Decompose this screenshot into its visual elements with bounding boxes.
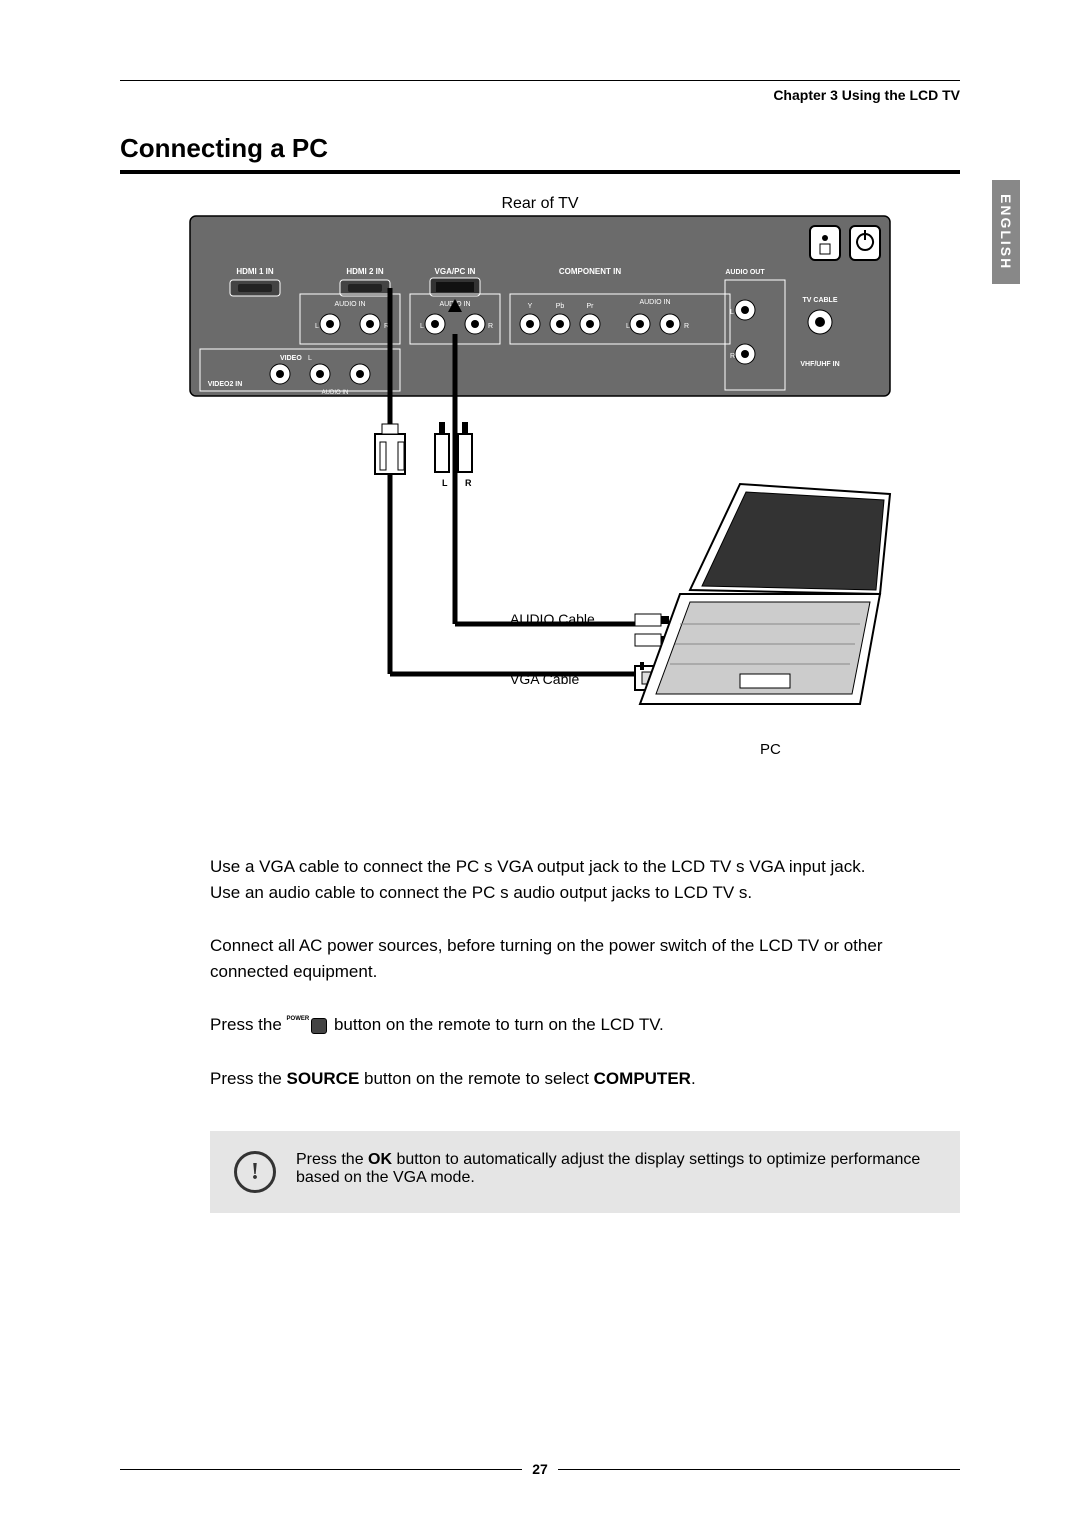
note-a: Press the (296, 1151, 368, 1168)
svg-text:PC: PC (760, 741, 781, 758)
rear-label: Rear of TV (501, 195, 578, 212)
svg-text:TV CABLE: TV CABLE (803, 297, 838, 304)
p1a: Use a VGA cable to connect the PC s VGA … (210, 857, 865, 876)
svg-text:AUDIO OUT: AUDIO OUT (725, 269, 765, 276)
svg-text:L: L (730, 309, 734, 316)
svg-text:R: R (488, 323, 493, 330)
footer-rule-left (120, 1469, 522, 1470)
p4e: . (691, 1069, 696, 1088)
svg-text:AUDIO Cable: AUDIO Cable (510, 611, 595, 627)
p4c: button on the remote to select (359, 1069, 593, 1088)
p1b: Use an audio cable to connect the PC s a… (210, 883, 752, 902)
svg-text:L: L (420, 323, 424, 330)
connection-diagram: Rear of TV HDMI 1 IN HDMI 2 IN VGA/PC IN… (180, 194, 900, 794)
svg-text:VHF/UHF IN: VHF/UHF IN (800, 361, 839, 368)
svg-text:Y: Y (528, 303, 533, 310)
svg-text:HDMI 1 IN: HDMI 1 IN (236, 267, 274, 276)
svg-text:R: R (684, 323, 689, 330)
p4a: Press the (210, 1069, 287, 1088)
svg-text:VGA Cable: VGA Cable (510, 671, 579, 687)
svg-text:COMPONENT IN: COMPONENT IN (559, 267, 621, 276)
power-label: POWER (287, 1016, 310, 1022)
svg-text:VGA/PC IN: VGA/PC IN (435, 267, 476, 276)
section-title: Connecting a PC (120, 133, 960, 164)
note-box: ! Press the OK button to automatically a… (210, 1131, 960, 1213)
svg-text:L: L (626, 323, 630, 330)
page-number: 27 (532, 1461, 548, 1477)
pc-illustration (640, 484, 890, 704)
svg-text:AUDIO IN: AUDIO IN (639, 299, 670, 306)
svg-text:L: L (442, 478, 448, 488)
p4d: COMPUTER (594, 1069, 691, 1088)
svg-text:L: L (315, 323, 319, 330)
note-bold: OK (368, 1151, 392, 1168)
p2: Connect all AC power sources, before tur… (210, 933, 940, 984)
p3a: Press the (210, 1015, 287, 1034)
svg-text:AUDIO IN: AUDIO IN (334, 301, 365, 308)
svg-text:R: R (730, 353, 735, 360)
footer-rule-right (558, 1469, 960, 1470)
info-icon: ! (234, 1151, 276, 1193)
power-icon (311, 1018, 327, 1034)
header-rule (120, 80, 960, 81)
p3b: button on the remote to turn on the LCD … (329, 1015, 664, 1034)
section-rule (120, 170, 960, 174)
p4b: SOURCE (287, 1069, 360, 1088)
svg-text:HDMI 2 IN: HDMI 2 IN (346, 267, 384, 276)
svg-text:L: L (308, 355, 312, 362)
footer: 27 (120, 1461, 960, 1477)
svg-text:VIDEO: VIDEO (280, 355, 302, 362)
svg-text:VIDEO2 IN: VIDEO2 IN (208, 381, 243, 388)
svg-text:AUDIO IN: AUDIO IN (322, 390, 349, 396)
svg-text:R: R (465, 478, 472, 488)
svg-text:Pb: Pb (556, 303, 565, 310)
body-text: Use a VGA cable to connect the PC s VGA … (210, 854, 940, 1091)
chapter-label: Chapter 3 Using the LCD TV (120, 87, 960, 103)
svg-text:Pr: Pr (587, 303, 595, 310)
note-text: Press the OK button to automatically adj… (296, 1151, 936, 1187)
language-tab: ENGLISH (992, 180, 1020, 284)
